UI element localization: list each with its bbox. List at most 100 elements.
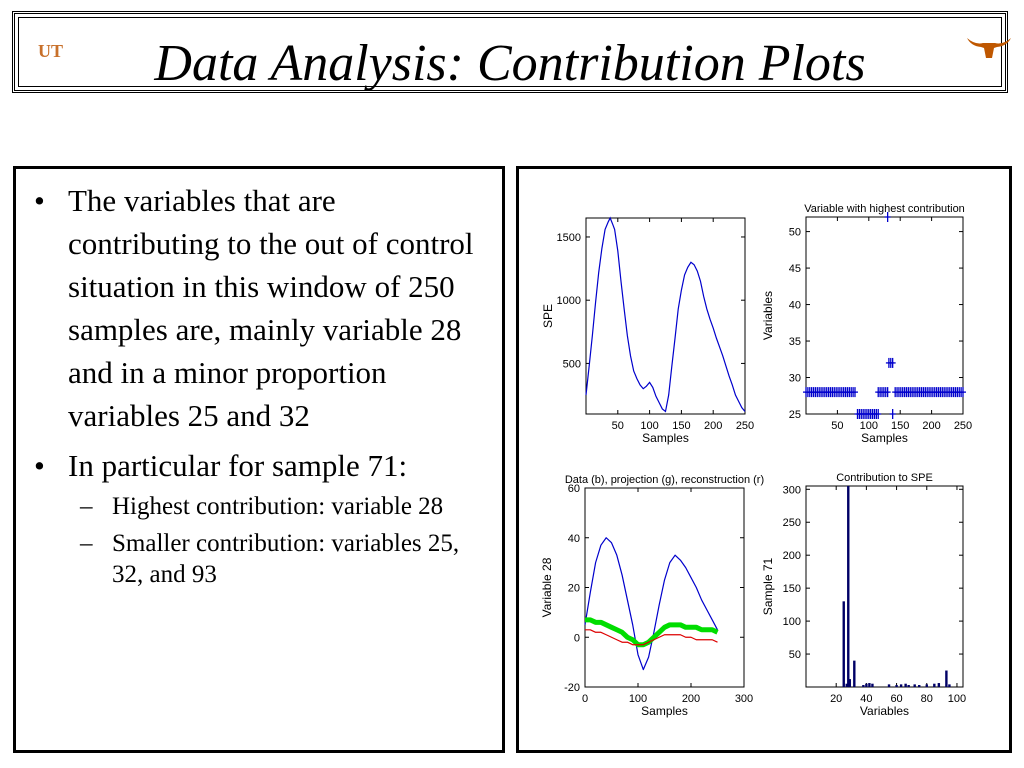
dash-marker: – <box>80 493 93 520</box>
sub-bullet-list: – Highest contribution: variable 28 – Sm… <box>78 491 494 590</box>
y-tick-label: 50 <box>789 227 801 239</box>
x-tick-label: 50 <box>831 420 843 432</box>
y-tick-label: 30 <box>789 373 801 385</box>
bullet-marker: • <box>34 183 45 218</box>
contribution-bar <box>895 685 898 687</box>
y-axis-label: Variable 28 <box>540 557 554 617</box>
contribution-bar <box>845 683 848 687</box>
contribution-bar <box>848 679 851 687</box>
plot-frame: 50 100 150 200 250 500 1000 1500 Samples SPE 50 100… <box>516 166 1012 753</box>
x-tick-label: 0 <box>582 693 588 705</box>
contribution-bar <box>948 684 951 687</box>
slide-title: Data Analysis: Contribution Plots <box>154 35 866 92</box>
x-axis-label: Variables <box>860 704 909 718</box>
x-tick-label: 100 <box>640 420 658 432</box>
contribution-bar <box>925 684 928 687</box>
contribution-bar <box>847 486 850 687</box>
contribution-bar <box>871 683 874 687</box>
y-tick-label: 20 <box>568 583 580 595</box>
sub-bullet-item: – Highest contribution: variable 28 <box>78 491 494 522</box>
contribution-bar <box>865 683 868 687</box>
ut-logo-icon: UT <box>38 41 63 61</box>
variable-28-series-line <box>585 617 719 648</box>
bullet-item: • In particular for sample 71: – Highest… <box>34 444 494 590</box>
y-tick-label: 200 <box>783 550 801 562</box>
y-tick-label: 35 <box>789 336 801 348</box>
x-tick-label: 300 <box>735 693 753 705</box>
plot-axes-box <box>805 216 964 415</box>
y-tick-label: 500 <box>563 358 581 370</box>
contribution-bar <box>945 670 948 687</box>
y-tick-label: 150 <box>783 583 801 595</box>
y-tick-label: 0 <box>574 632 580 644</box>
x-tick-label: 150 <box>891 420 909 432</box>
plot-axes-box <box>584 487 745 688</box>
sub-bullet-text: Smaller contribution: variables 25, 32, … <box>112 530 460 588</box>
contribution-bar <box>862 685 865 687</box>
ut-logo-text: UT <box>38 41 63 61</box>
x-tick-label: 250 <box>954 420 972 432</box>
x-tick-label: 100 <box>860 420 878 432</box>
plot-axes-box <box>585 217 746 415</box>
y-tick-label: 40 <box>568 533 580 545</box>
contribution-bar <box>899 684 903 687</box>
x-tick-label: 200 <box>704 420 722 432</box>
contribution-bar <box>887 684 891 687</box>
x-tick-label: 50 <box>612 420 624 432</box>
y-tick-label: 50 <box>789 649 801 661</box>
y-tick-label: -20 <box>564 682 580 694</box>
longhorn-icon <box>967 38 1011 58</box>
x-tick-label: 100 <box>629 693 647 705</box>
x-axis-label: Samples <box>641 704 688 718</box>
y-tick-label: 40 <box>789 300 801 312</box>
x-tick-label: 20 <box>830 693 842 705</box>
bullet-marker: • <box>34 448 45 483</box>
chart-title: Contribution to SPE <box>836 472 933 484</box>
plot-axes-box <box>805 485 964 688</box>
bullet-text: In particular for sample 71: <box>68 448 408 483</box>
y-axis-label: Sample 71 <box>761 557 775 615</box>
y-tick-label: 250 <box>783 517 801 529</box>
contribution-bar <box>904 683 907 687</box>
contribution-bar <box>907 685 910 687</box>
bullet-list: • The variables that are contributing to… <box>34 179 494 590</box>
sub-bullet-item: – Smaller contribution: variables 25, 32… <box>78 528 494 590</box>
y-tick-label: 1500 <box>557 232 581 244</box>
contribution-bar <box>913 684 916 687</box>
x-tick-label: 150 <box>672 420 690 432</box>
contribution-bar <box>918 685 921 687</box>
variable-28-series-line <box>585 629 718 646</box>
contribution-bar <box>868 683 871 687</box>
variable-28-series-line <box>584 537 719 671</box>
bullet-text: The variables that are contributing to t… <box>68 183 474 433</box>
y-tick-label: 60 <box>568 483 580 495</box>
contribution-bar <box>842 601 845 687</box>
contribution-bar <box>933 683 936 687</box>
x-tick-label: 250 <box>736 420 754 432</box>
x-tick-label: 100 <box>948 693 966 705</box>
y-tick-label: 45 <box>789 263 801 275</box>
chart-title: Variable with highest contribution <box>804 203 965 215</box>
spe-series-line <box>585 216 746 413</box>
x-tick-label: 200 <box>682 693 700 705</box>
contribution-bar <box>937 683 941 687</box>
x-tick-label: 40 <box>860 693 872 705</box>
contribution-bar <box>853 660 856 687</box>
x-axis-label: Samples <box>642 431 689 445</box>
y-tick-label: 1000 <box>557 295 581 307</box>
bullet-item: • The variables that are contributing to… <box>34 179 494 437</box>
x-tick-label: 80 <box>921 693 933 705</box>
dash-marker: – <box>80 530 93 557</box>
x-axis-label: Samples <box>861 431 908 445</box>
sub-bullet-text: Highest contribution: variable 28 <box>112 493 444 520</box>
chart-title: Data (b), projection (g), reconstruction… <box>565 474 764 486</box>
y-axis-label: Variables <box>761 291 775 340</box>
y-tick-label: 100 <box>783 616 801 628</box>
x-tick-label: 200 <box>922 420 940 432</box>
title-frame: UT Data Analysis: Contribution Plots <box>12 11 1011 93</box>
x-tick-label: 60 <box>890 693 902 705</box>
y-tick-label: 300 <box>783 484 801 496</box>
y-axis-label: SPE <box>541 304 555 328</box>
y-tick-label: 25 <box>789 409 801 421</box>
